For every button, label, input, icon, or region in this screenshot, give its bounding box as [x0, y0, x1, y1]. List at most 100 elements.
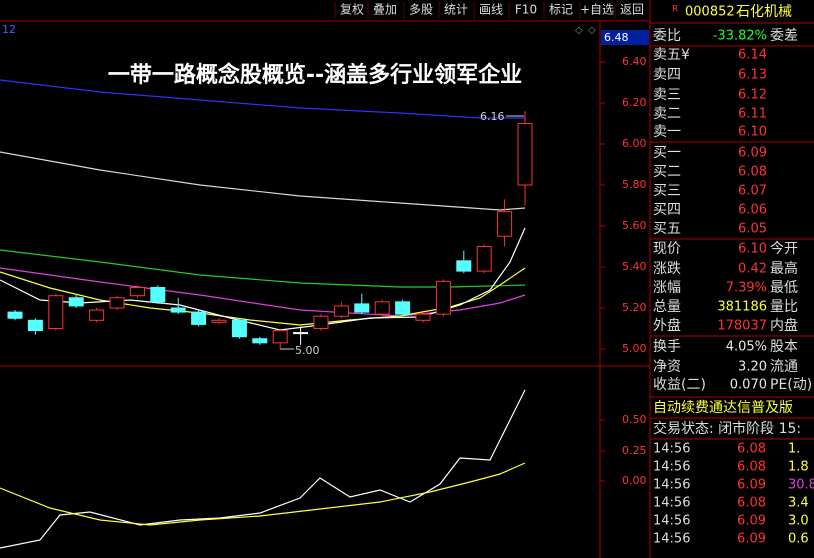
tick-time: 14:56 [653, 478, 690, 493]
candle-body [517, 123, 533, 186]
y-tick-label: 5.20 [622, 301, 647, 314]
tick-volume: 30.8 [788, 478, 814, 493]
tick-time: 14:56 [653, 496, 690, 511]
stat-value: 178037 [717, 319, 767, 334]
bid-label: 买三 [653, 183, 681, 199]
stat-label: 量比 [770, 299, 798, 315]
overlay-title: 一带一路概念股概览--涵盖多行业领军企业 [108, 62, 522, 88]
tick-price: 6.08 [737, 442, 766, 457]
toolbar-button[interactable]: F10 [515, 3, 537, 17]
tick-price: 6.08 [737, 496, 766, 511]
toolbar-button[interactable]: 标记 [549, 3, 573, 17]
ask-label: 卖五¥ [653, 47, 690, 63]
candles [7, 111, 533, 349]
label: 委差 [770, 28, 798, 44]
candle-body [150, 287, 166, 303]
tick-volume: 0.6 [788, 532, 809, 547]
ask-price: 6.10 [738, 125, 767, 140]
candle-body [89, 309, 105, 321]
bid-price: 6.08 [738, 165, 767, 180]
stat-label: 收益(二) [653, 377, 706, 393]
y-tick-label: 6.20 [622, 96, 647, 109]
stat-label: 现价 [653, 241, 681, 257]
candle-body [170, 307, 186, 313]
candle-body [395, 301, 411, 315]
toolbar-button[interactable]: 画线 [479, 3, 503, 17]
ask-price: 6.11 [738, 107, 767, 122]
toolbar-button[interactable]: 复权 [340, 3, 364, 17]
toolbar-button[interactable]: 统计 [444, 3, 468, 17]
tick-time: 14:56 [653, 460, 690, 475]
stat-label: 总量 [653, 299, 681, 315]
high-note: 6.16 [480, 110, 505, 123]
indicator-tick-label: 0.00 [622, 474, 647, 487]
icon[interactable]: ◇ [575, 25, 583, 36]
bid-label: 买五 [653, 221, 681, 237]
ask-label: 卖三 [653, 87, 681, 103]
bid-price: 6.07 [738, 184, 767, 199]
icon[interactable]: ◇ [588, 25, 596, 36]
stat-label: 换手 [653, 338, 681, 355]
current-price: 6.48 [604, 31, 629, 44]
candle-body [435, 280, 451, 315]
indicator-lines [0, 389, 526, 549]
ask-label: 卖一 [653, 124, 681, 140]
low-note: 5.00 [295, 344, 320, 357]
ask-label: 卖二 [653, 106, 681, 122]
value: -33.82% [713, 29, 767, 44]
candle-body [415, 313, 431, 321]
tick-price: 6.09 [737, 532, 766, 547]
candle-body [211, 319, 227, 323]
candle-body [252, 338, 268, 344]
candle-body [109, 297, 125, 309]
tick-price: 6.08 [737, 460, 766, 475]
tick-time: 14:56 [653, 442, 690, 457]
tick-price: 6.09 [737, 514, 766, 529]
ask-price: 6.12 [738, 88, 767, 103]
toolbar-button[interactable]: 返回 [620, 3, 644, 17]
stock-name: 石化机械 [736, 4, 792, 20]
tick-volume: 1. [788, 442, 800, 457]
tick-price: 6.09 [737, 478, 766, 493]
stat-label: 最低 [770, 280, 798, 296]
y-tick-label: 5.80 [622, 178, 647, 191]
notice: 自动续费通达信普及版 [653, 399, 793, 416]
ma-line [0, 267, 526, 326]
stat-label: 最高 [770, 260, 798, 277]
candle-body [129, 287, 145, 297]
candle-body [231, 319, 247, 338]
ma-line [0, 79, 525, 119]
candle-body [497, 211, 513, 237]
stat-label: 股本 [770, 339, 798, 355]
toolbar: 复权 叠加 多股 统计 画线 F10 标记 +自选 返回 [334, 2, 644, 19]
candle-body [27, 319, 43, 332]
indicator-tick-label: 0.25 [622, 444, 647, 457]
current-price-box [601, 30, 649, 45]
candle-body [354, 303, 370, 313]
y-tick-label: 6.00 [622, 137, 647, 150]
stat-label: 内盘 [770, 317, 798, 334]
ma-line [0, 267, 526, 317]
stat-value: 4.05% [726, 340, 767, 355]
candle-body [191, 311, 207, 325]
status: 交易状态: 闭市阶段 15: [653, 420, 801, 437]
stat-value: 0.070 [730, 378, 767, 393]
ma-line [0, 151, 526, 211]
ask-price: 6.14 [738, 48, 767, 63]
y-tick-label: 5.00 [622, 342, 647, 355]
bid-price: 6.09 [738, 146, 767, 161]
stat-label: 涨幅 [653, 280, 681, 296]
y-tick-label: 5.60 [622, 219, 647, 232]
toolbar-button[interactable]: 多股 [409, 3, 433, 17]
corner-label: 12 [2, 23, 16, 36]
toolbar-button[interactable]: +自选 [580, 3, 614, 17]
label: 委比 [653, 28, 681, 44]
ask-price: 6.13 [738, 68, 767, 83]
bid-label: 买二 [653, 164, 681, 180]
candle-body [293, 332, 309, 335]
stat-label: 净资 [653, 359, 681, 375]
toolbar-button[interactable]: 叠加 [373, 3, 397, 17]
